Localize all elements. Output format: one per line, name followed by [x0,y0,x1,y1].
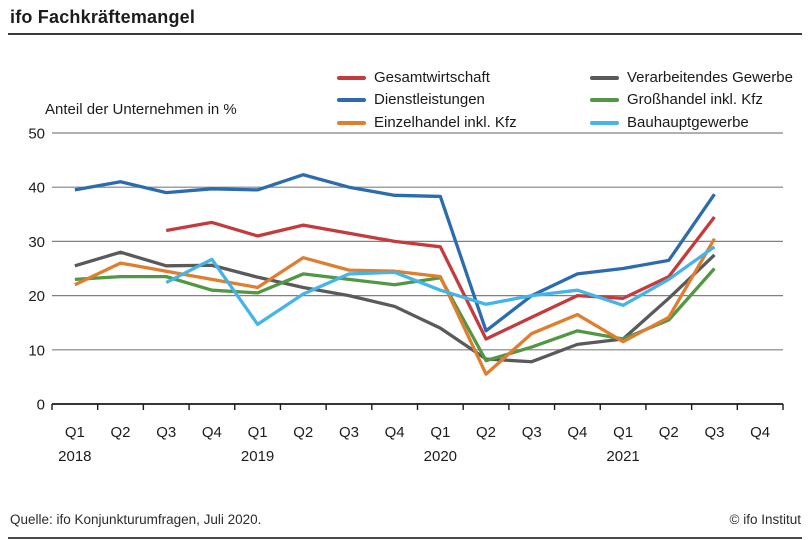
legend-label: Verarbeitendes Gewerbe [627,68,793,86]
legend-item: Verarbeitendes Gewerbe [590,66,793,89]
x-year-label-2018: 2018 [58,448,91,465]
x-tick-label: Q3 [704,424,724,441]
y-tick-label-0: 0 [37,397,45,414]
legend-label: Bauhauptgewerbe [627,113,749,131]
chart-plot: 0 10 20 30 40 50 Q1 Q2 Q3 Q4 Q1 Q2 Q3 Q4 Q1 Q2 Q3 Q4 Q1 Q2 Q… [28,126,784,465]
series-line-gesamtwirtschaft [165,216,716,341]
x-tick-label: Q1 [613,424,633,441]
bottom-divider [8,537,802,539]
x-year-label-2019: 2019 [241,448,274,465]
footer: Quelle: ifo Konjunkturumfragen, Juli 202… [10,512,801,527]
series-line-dienstleistungen [74,173,716,333]
x-tick-label: Q4 [202,424,222,441]
x-tick-label: Q1 [248,424,268,441]
x-tick-label: Q2 [111,424,131,441]
source-note: Quelle: ifo Konjunkturumfragen, Juli 202… [10,512,262,527]
x-year-label-2020: 2020 [424,448,457,465]
legend-line-swatch [590,98,619,103]
x-tick-label: Q4 [567,424,587,441]
y-axis-caption: Anteil der Unternehmen in % [45,101,237,118]
legend-item: Großhandel inkl. Kfz [590,89,793,112]
x-tick-label: Q4 [750,424,770,441]
series-line-gro-handel-inkl-kfz [74,267,716,363]
x-tick-label: Q2 [659,424,679,441]
legend-line-swatch [337,120,366,125]
legend-label: Gesamtwirtschaft [374,68,490,86]
x-tick-label: Q3 [156,424,176,441]
y-tick-label-10: 10 [28,342,45,359]
legend-label: Einzelhandel inkl. Kfz [374,113,517,131]
x-year-label-2021: 2021 [606,448,639,465]
page-title: ifo Fachkräftemangel [10,7,196,27]
copyright-note: © ifo Institut [729,512,801,527]
legend-line-swatch [590,75,619,80]
legend-item: Bauhauptgewerbe [590,111,793,134]
legend-item: Dienstleistungen [337,89,590,112]
x-tick-label: Q3 [522,424,542,441]
y-tick-label-50: 50 [28,126,45,143]
legend-line-swatch [337,75,366,80]
x-tick-label: Q2 [476,424,496,441]
header: ifo Fachkräftemangel [0,0,810,28]
y-tick-label-30: 30 [28,234,45,251]
legend-label: Dienstleistungen [374,91,485,109]
x-tick-label: Q4 [385,424,405,441]
x-tick-label: Q1 [430,424,450,441]
series-line-verarbeitendes-gewerbe [74,250,716,364]
legend-line-swatch [590,120,619,125]
series-line-bauhauptgewerbe [165,245,716,326]
y-tick-label-20: 20 [28,288,45,305]
legend-label: Großhandel inkl. Kfz [627,91,763,109]
x-tick-label: Q3 [339,424,359,441]
legend-item: Gesamtwirtschaft [337,66,590,89]
chart-legend: Gesamtwirtschaft Dienstleistungen Einzelha… [337,66,793,134]
title-divider [8,33,802,35]
x-tick-label: Q2 [293,424,313,441]
chart-area: 0 10 20 30 40 50 Q1 Q2 Q3 Q4 Q1 Q2 Q3 Q4 Q1 Q2 Q3 Q4 Q1 Q2 Q… [0,35,810,497]
x-tick-label: Q1 [65,424,85,441]
legend-line-swatch [337,98,366,103]
legend-item: Einzelhandel inkl. Kfz [337,111,590,134]
y-tick-label-40: 40 [28,180,45,197]
